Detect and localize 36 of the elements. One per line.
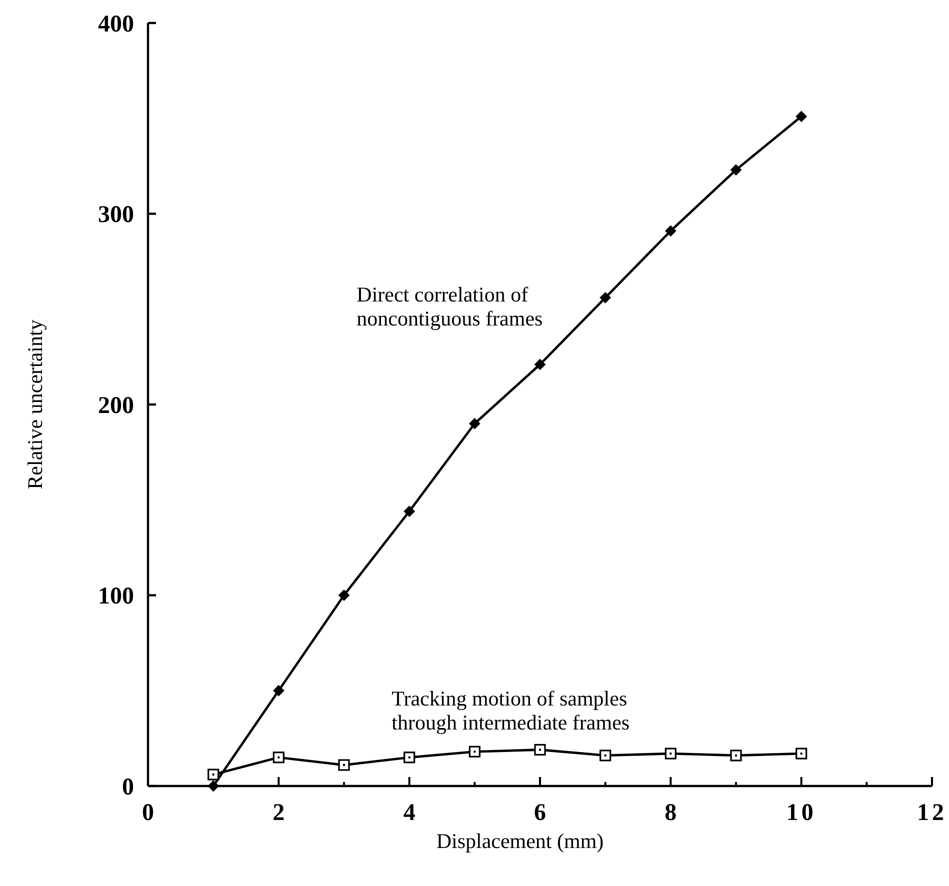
point: [665, 225, 676, 236]
point: [338, 590, 350, 601]
point: [208, 780, 219, 792]
x-tick-label: 0: [142, 800, 154, 826]
point: [796, 110, 807, 122]
point: [273, 685, 284, 696]
y-tick-label: 100: [98, 584, 134, 610]
x-tick-label: 6: [534, 800, 546, 826]
point: [664, 748, 676, 760]
point: [468, 746, 480, 758]
y-tick-label: 400: [98, 11, 134, 38]
x-tick-label: 12: [917, 800, 947, 826]
y-axis-title: Relative uncertainty: [23, 319, 47, 490]
point: [796, 748, 808, 760]
y-tick-label: 200: [98, 392, 134, 419]
point: [600, 750, 612, 762]
point: [730, 750, 742, 762]
x-tick-label: 10: [786, 800, 816, 826]
series-label: Tracking motion of samples through intermediate frames: [392, 686, 630, 735]
x-axis-title: Displacement (mm): [436, 829, 604, 853]
point: [272, 752, 284, 764]
series-label: Direct correlation of noncontiguous frames: [356, 282, 543, 331]
point: [469, 418, 480, 430]
point: [208, 768, 220, 780]
y-tick-label: 300: [98, 202, 134, 228]
point: [534, 744, 546, 756]
point: [404, 506, 415, 517]
point: [600, 292, 611, 304]
x-tick-label: 4: [403, 800, 416, 826]
point: [534, 358, 546, 370]
x-tick-label: 2: [272, 800, 285, 826]
x-tick-label: 8: [664, 800, 677, 826]
point: [338, 759, 350, 771]
point: [730, 164, 742, 176]
point: [404, 752, 416, 764]
y-tick-label: 0: [122, 774, 134, 800]
